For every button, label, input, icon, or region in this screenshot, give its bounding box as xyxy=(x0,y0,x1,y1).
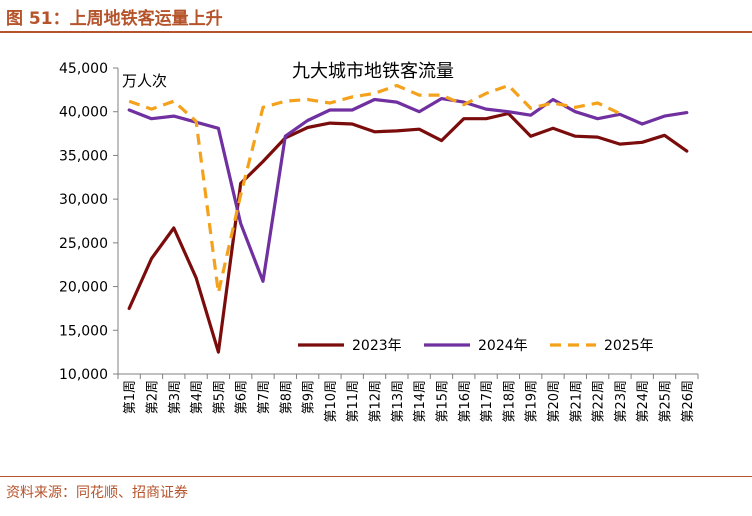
y-tick-label: 30,000 xyxy=(59,192,108,208)
y-axis-unit-label: 万人次 xyxy=(122,72,167,90)
x-tick-label: 第19周 xyxy=(525,380,540,423)
x-tick-label: 第12周 xyxy=(369,380,384,423)
y-tick-label: 35,000 xyxy=(59,148,108,164)
x-tick-label: 第4周 xyxy=(190,380,205,414)
x-tick-label: 第13周 xyxy=(391,380,406,423)
y-tick-label: 45,000 xyxy=(59,61,108,77)
footer-rule xyxy=(0,476,752,477)
title-rule xyxy=(0,31,752,33)
x-tick-label: 第6周 xyxy=(235,380,250,414)
x-tick-label: 第7周 xyxy=(257,380,272,414)
y-tick-label: 10,000 xyxy=(59,367,108,383)
legend-label: 2024年 xyxy=(478,338,528,354)
series-line-2024年 xyxy=(127,96,689,283)
x-tick-label: 第10周 xyxy=(324,380,339,423)
x-tick-label: 第25周 xyxy=(659,380,674,423)
x-tick-label: 第14周 xyxy=(413,380,428,423)
x-tick-label: 第9周 xyxy=(302,380,317,414)
series-line-2023年 xyxy=(127,111,689,354)
x-tick-label: 第26周 xyxy=(681,380,696,423)
x-tick-label: 第22周 xyxy=(592,380,607,423)
y-tick-label: 15,000 xyxy=(59,323,108,339)
chart-title: 九大城市地铁客流量 xyxy=(292,61,454,82)
x-tick-label: 第15周 xyxy=(435,380,450,423)
series-line-2025年 xyxy=(128,83,621,295)
source-note: 资料来源：同花顺、招商证券 xyxy=(6,485,188,501)
x-tick-label: 第1周 xyxy=(123,380,138,414)
x-tick-label: 第23周 xyxy=(614,380,629,423)
x-tick-label: 第21周 xyxy=(569,380,584,423)
x-tick-label: 第20周 xyxy=(547,380,562,423)
x-tick-label: 第8周 xyxy=(279,380,294,414)
line-chart: 九大城市地铁客流量 万人次 10,000 15,000 20,000 25,000 30… xyxy=(59,61,699,423)
x-tick-label: 第11周 xyxy=(346,380,361,423)
x-tick-label: 第16周 xyxy=(458,380,473,423)
legend-label: 2023年 xyxy=(352,338,402,354)
x-tick-label: 第2周 xyxy=(145,380,160,414)
x-tick-label: 第24周 xyxy=(636,380,651,423)
x-tick-label: 第18周 xyxy=(502,380,517,423)
x-tick-label: 第3周 xyxy=(168,380,183,414)
y-tick-label: 20,000 xyxy=(59,280,108,296)
x-tick-label: 第17周 xyxy=(480,380,495,423)
y-tick-label: 40,000 xyxy=(59,105,108,121)
figure-title: 图 51：上周地铁客运量上升 xyxy=(6,9,223,29)
x-tick-label: 第5周 xyxy=(212,380,227,414)
y-tick-label: 25,000 xyxy=(59,236,108,252)
legend-label: 2025年 xyxy=(604,338,654,354)
